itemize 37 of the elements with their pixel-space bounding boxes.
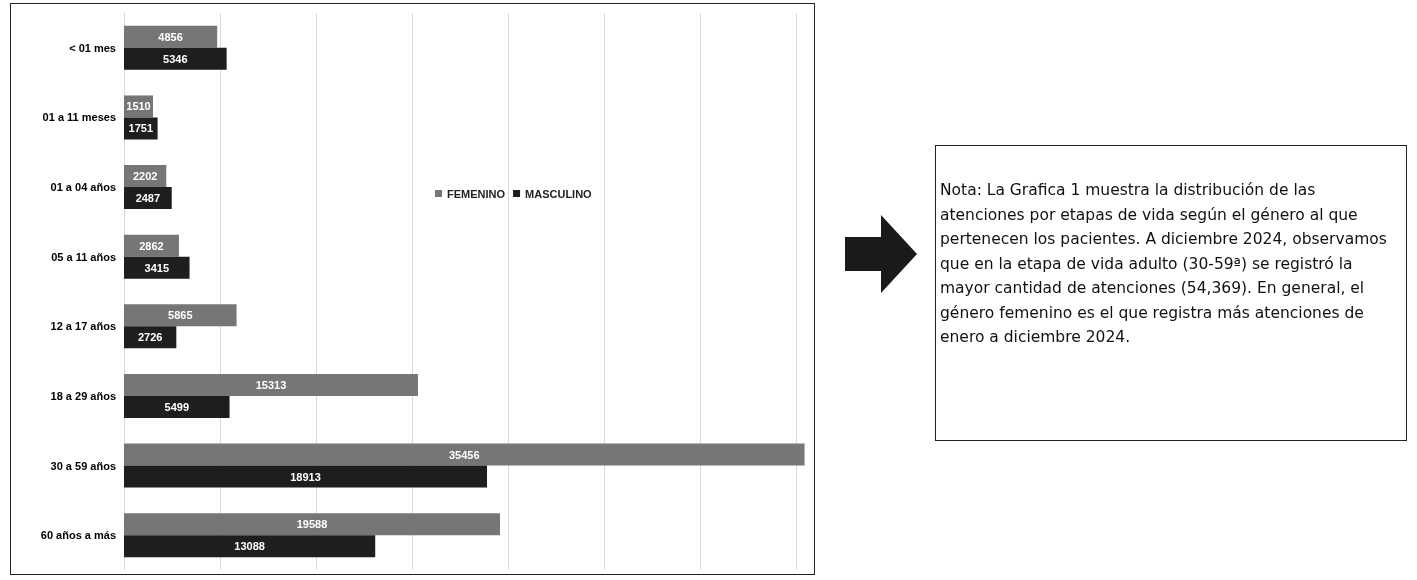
bar [124, 304, 237, 327]
bar [124, 395, 230, 418]
bar [124, 535, 376, 558]
y-tick-label: 05 a 11 años [51, 250, 116, 263]
data-label: 1751 [128, 122, 154, 135]
data-label: 1510 [126, 100, 151, 113]
bar [124, 373, 418, 396]
data-label: 2487 [135, 192, 161, 205]
bar [124, 443, 805, 466]
bar [124, 25, 218, 48]
data-label: 5346 [163, 52, 188, 65]
y-tick-label: 01 a 04 años [50, 181, 116, 194]
y-tick-label: 30 a 59 años [50, 459, 116, 472]
legend-label: FEMENINO [447, 187, 506, 200]
bar [124, 513, 500, 536]
y-tick-label: 18 a 29 años [50, 389, 116, 402]
data-label: 5865 [168, 309, 193, 322]
y-tick-label: 12 a 17 años [50, 320, 116, 333]
data-label: 35456 [448, 448, 480, 461]
bar [124, 465, 488, 488]
legend-label: MASCULINO [525, 187, 593, 200]
data-label: 13088 [234, 540, 265, 553]
text: Nota: La Grafica 1 muestra la distribución de las atenciones por etapas de vida según el género al que pertenecen los pacientes. A diciembre 2024, observamos que en la etapa de vida adulto (30-59ª) se registró la mayor cantidad de atenciones (54,369). En general, el género femenino es el que registra más atenciones de enero a diciembre 2024. [935, 145, 1407, 441]
data-label: 2726 [137, 331, 163, 344]
data-label: 15313 [255, 378, 287, 391]
y-tick-label: 01 a 11 meses [42, 111, 116, 124]
y-tick-label: 60 años a más [40, 529, 116, 542]
data-label: 2202 [132, 170, 158, 183]
bar [124, 47, 227, 70]
data-label: 4856 [158, 30, 183, 43]
data-label: 5499 [164, 400, 190, 413]
data-label: 18913 [290, 470, 321, 483]
data-label: 3415 [144, 261, 170, 274]
data-label: 19588 [296, 518, 328, 531]
bar [124, 256, 190, 279]
y-tick-label: < 01 mes [69, 41, 116, 54]
data-label: 2862 [139, 239, 164, 252]
